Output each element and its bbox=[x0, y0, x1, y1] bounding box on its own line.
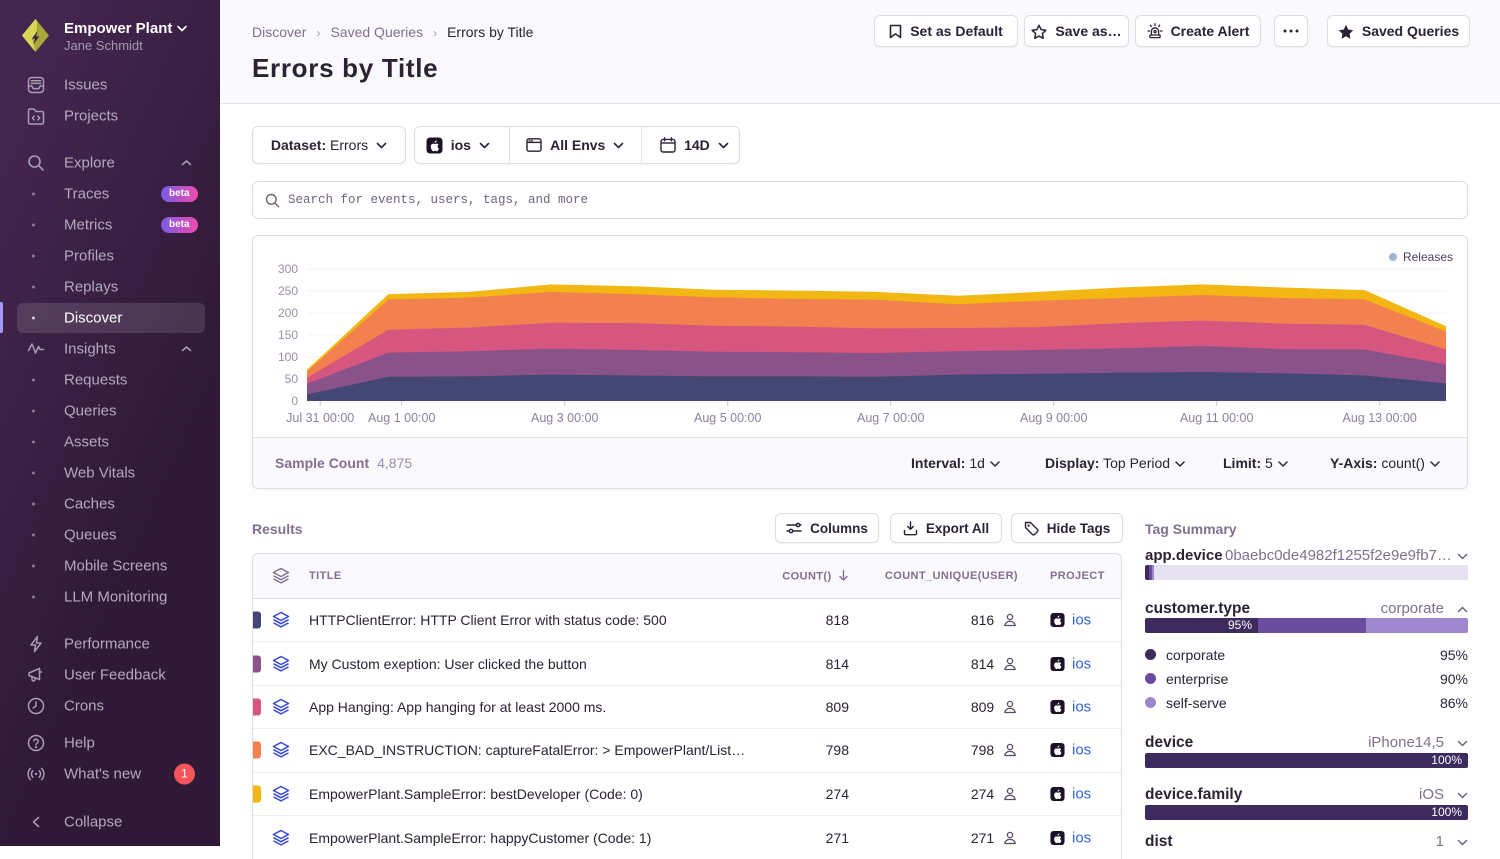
svg-text:Aug 3 00:00: Aug 3 00:00 bbox=[531, 411, 598, 425]
svg-text:300: 300 bbox=[278, 262, 298, 276]
svg-text:100: 100 bbox=[278, 350, 298, 364]
svg-text:250: 250 bbox=[278, 284, 298, 298]
svg-text:Aug 13 00:00: Aug 13 00:00 bbox=[1343, 411, 1417, 425]
svg-text:150: 150 bbox=[278, 328, 298, 342]
svg-text:200: 200 bbox=[278, 306, 298, 320]
svg-text:Aug 7 00:00: Aug 7 00:00 bbox=[857, 411, 924, 425]
svg-text:Jul 31 00:00: Jul 31 00:00 bbox=[286, 411, 354, 425]
svg-text:50: 50 bbox=[285, 372, 299, 386]
svg-text:Aug 11 00:00: Aug 11 00:00 bbox=[1180, 411, 1253, 425]
svg-text:Aug 1 00:00: Aug 1 00:00 bbox=[368, 411, 435, 425]
svg-text:0: 0 bbox=[291, 394, 298, 408]
svg-text:Aug 9 00:00: Aug 9 00:00 bbox=[1020, 411, 1087, 425]
svg-text:Aug 5 00:00: Aug 5 00:00 bbox=[694, 411, 761, 425]
